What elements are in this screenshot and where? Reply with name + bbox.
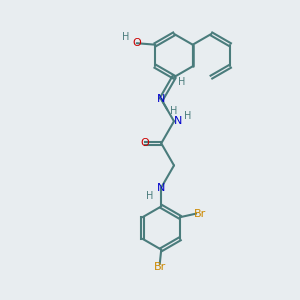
Text: Br: Br <box>194 208 206 219</box>
Text: H: H <box>146 191 154 201</box>
Text: Br: Br <box>154 262 166 272</box>
Text: N: N <box>173 116 182 126</box>
Text: H: H <box>170 106 178 116</box>
Text: H: H <box>122 32 129 42</box>
Text: H: H <box>184 111 191 121</box>
Text: O: O <box>132 38 141 48</box>
Text: N: N <box>157 182 165 193</box>
Text: N: N <box>157 94 165 104</box>
Text: O: O <box>140 138 149 148</box>
Text: H: H <box>178 77 185 88</box>
